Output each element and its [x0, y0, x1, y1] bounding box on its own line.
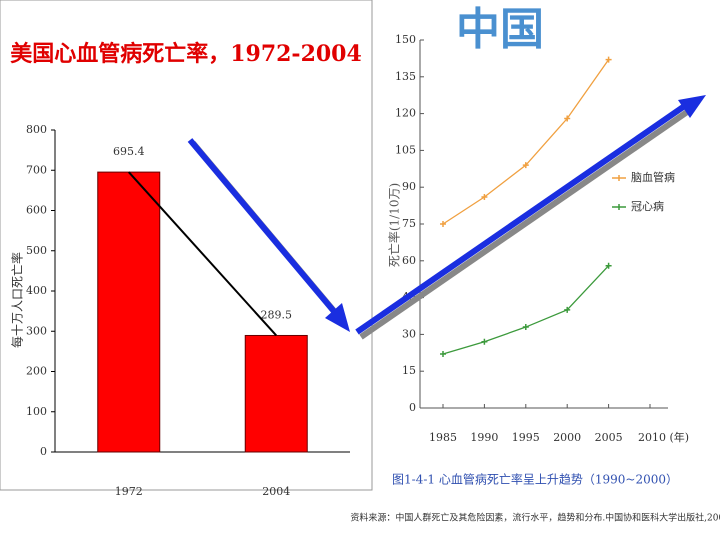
x-tick-label: 1995: [512, 431, 540, 444]
x-tick-label: 2000: [553, 431, 581, 444]
y-tick-label: 135: [395, 70, 416, 83]
y-tick-label: 90: [402, 180, 416, 193]
y-tick-label: 105: [395, 143, 416, 156]
point: [605, 56, 612, 63]
bar: [97, 171, 161, 453]
point: [564, 115, 571, 122]
x-tick-label: 1972: [115, 485, 143, 498]
point: [481, 338, 488, 345]
y-tick-label: 800: [26, 123, 47, 136]
point: [522, 162, 529, 169]
y-tick-label: 30: [402, 327, 416, 340]
arrow: [187, 138, 340, 317]
caption: 图1-4-1 心血管病死亡率呈上升趋势（1990~2000）: [392, 472, 678, 487]
left-panel: [0, 0, 373, 491]
trend-line: [128, 171, 277, 337]
legend-label: 脑血管病: [631, 170, 675, 184]
left-title: 美国心血管病死亡率，1972-2004: [10, 41, 362, 67]
y-tick-label: 500: [26, 244, 47, 257]
legend-swatch: [612, 175, 626, 181]
arrows: [187, 95, 706, 340]
y-tick-label: 0: [40, 445, 47, 458]
right-y-label: 死亡率(1/10万): [387, 183, 402, 267]
y-tick-label: 100: [26, 405, 47, 418]
y-tick-label: 150: [395, 33, 416, 46]
y-tick-label: 700: [26, 163, 47, 176]
point: [481, 194, 488, 201]
x-tick-label: 2010 (年): [638, 430, 689, 444]
x-tick-label: 2004: [262, 485, 290, 498]
point: [522, 324, 529, 331]
legend-swatch: [612, 204, 626, 210]
point: [605, 262, 612, 269]
arrow-head: [325, 303, 350, 332]
y-tick-label: 0: [409, 401, 416, 414]
point: [440, 351, 446, 358]
series-line: [442, 265, 610, 355]
right-title: 中国: [456, 4, 544, 55]
arrow-shadow: [359, 107, 692, 340]
arrow: [355, 102, 688, 335]
source: 资料来源：中国人群死亡及其危险因素，流行水平，趋势和分布.中国协和医科大学出版社…: [350, 512, 720, 524]
y-tick-label: 75: [402, 217, 416, 230]
point: [564, 306, 571, 313]
x-tick-label: 1990: [470, 431, 498, 444]
y-tick-label: 300: [26, 324, 47, 337]
bar: [244, 334, 308, 453]
y-tick-label: 200: [26, 365, 47, 378]
x-tick-label: 2005: [595, 431, 623, 444]
y-tick-label: 600: [26, 204, 47, 217]
value-label: 695.4: [113, 145, 145, 158]
arrow-head: [678, 95, 706, 118]
y-tick-label: 60: [402, 254, 416, 267]
left-y-label: 每十万人口死亡率: [10, 252, 25, 348]
point: [440, 221, 446, 227]
series-line: [442, 59, 610, 225]
y-tick-label: 400: [26, 284, 47, 297]
value-label: 289.5: [261, 308, 293, 321]
legend-label: 冠心病: [631, 199, 664, 213]
y-tick-label: 15: [402, 364, 416, 377]
y-tick-label: 120: [395, 107, 416, 120]
x-tick-label: 1985: [429, 431, 457, 444]
